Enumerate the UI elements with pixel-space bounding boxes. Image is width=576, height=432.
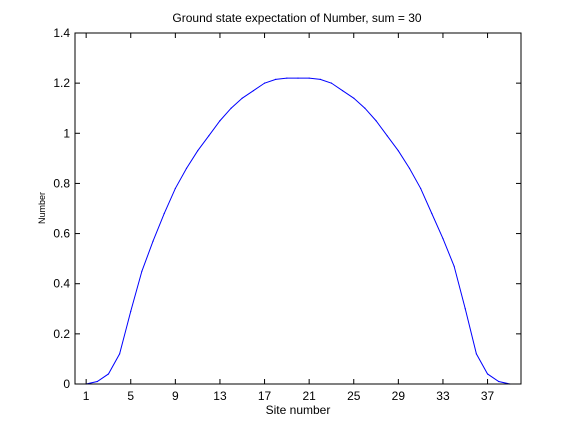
y-tick-label: 0.8	[53, 176, 70, 190]
data-point	[119, 353, 121, 355]
x-tick-label: 17	[258, 389, 272, 403]
data-point	[319, 78, 321, 80]
data-point	[353, 97, 355, 99]
data-point	[486, 373, 489, 375]
plot-area	[75, 33, 521, 384]
data-point	[420, 187, 422, 190]
y-tick-label: 0	[63, 377, 70, 391]
data-point	[208, 135, 210, 137]
data-point	[408, 167, 411, 169]
data-point	[308, 77, 310, 79]
data-point	[386, 135, 388, 137]
data-point	[219, 120, 221, 122]
data-point	[364, 107, 366, 109]
x-tick-label: 21	[302, 389, 316, 403]
x-tick-label: 37	[481, 389, 495, 403]
x-tick-label: 25	[347, 389, 361, 403]
data-point	[475, 353, 477, 355]
data-point	[141, 270, 143, 272]
x-tick-label: 13	[213, 389, 227, 403]
data-point	[397, 150, 399, 152]
chart-title: Ground state expectation of Number, sum …	[172, 11, 421, 25]
data-point	[342, 90, 344, 92]
x-tick-label: 29	[392, 389, 406, 403]
data-point	[297, 77, 299, 79]
y-tick-label: 1	[63, 126, 70, 140]
data-point	[241, 97, 243, 99]
x-tick-label: 1	[83, 389, 90, 403]
data-point	[498, 380, 500, 383]
data-point	[453, 265, 455, 267]
data-point	[152, 240, 154, 242]
data-point	[263, 82, 266, 84]
y-tick-label: 0.4	[53, 277, 70, 291]
x-tick-label: 5	[127, 389, 134, 403]
x-tick-label: 33	[436, 389, 450, 403]
data-point	[442, 237, 444, 240]
data-point	[330, 82, 333, 84]
data-point	[185, 167, 188, 169]
axis-ticks: 1 5 9 13 17 21 25 29 33 37 0 0.2 0.4 0.6 0.8 1 1.2 1.4	[53, 26, 521, 403]
x-axis-label: Site number	[266, 403, 331, 417]
y-tick-label: 1.4	[53, 26, 70, 40]
x-tick-label: 9	[172, 389, 179, 403]
data-point	[197, 150, 199, 152]
data-point	[163, 212, 165, 215]
data-point	[230, 107, 232, 109]
y-axis-label: Number	[37, 192, 47, 224]
y-tick-label: 0.2	[53, 327, 70, 341]
data-point	[174, 187, 176, 190]
data-point	[107, 373, 110, 375]
data-point	[130, 310, 132, 312]
data-point	[464, 308, 466, 310]
data-point	[96, 380, 98, 383]
plot-frame	[74, 32, 522, 385]
data-point	[275, 78, 277, 80]
y-tick-label: 1.2	[53, 76, 70, 90]
y-tick-label: 0.6	[53, 227, 70, 241]
data-point	[375, 120, 377, 122]
data-point	[286, 77, 288, 79]
data-point	[431, 212, 433, 215]
series-layer	[85, 77, 511, 385]
data-point	[252, 90, 254, 92]
